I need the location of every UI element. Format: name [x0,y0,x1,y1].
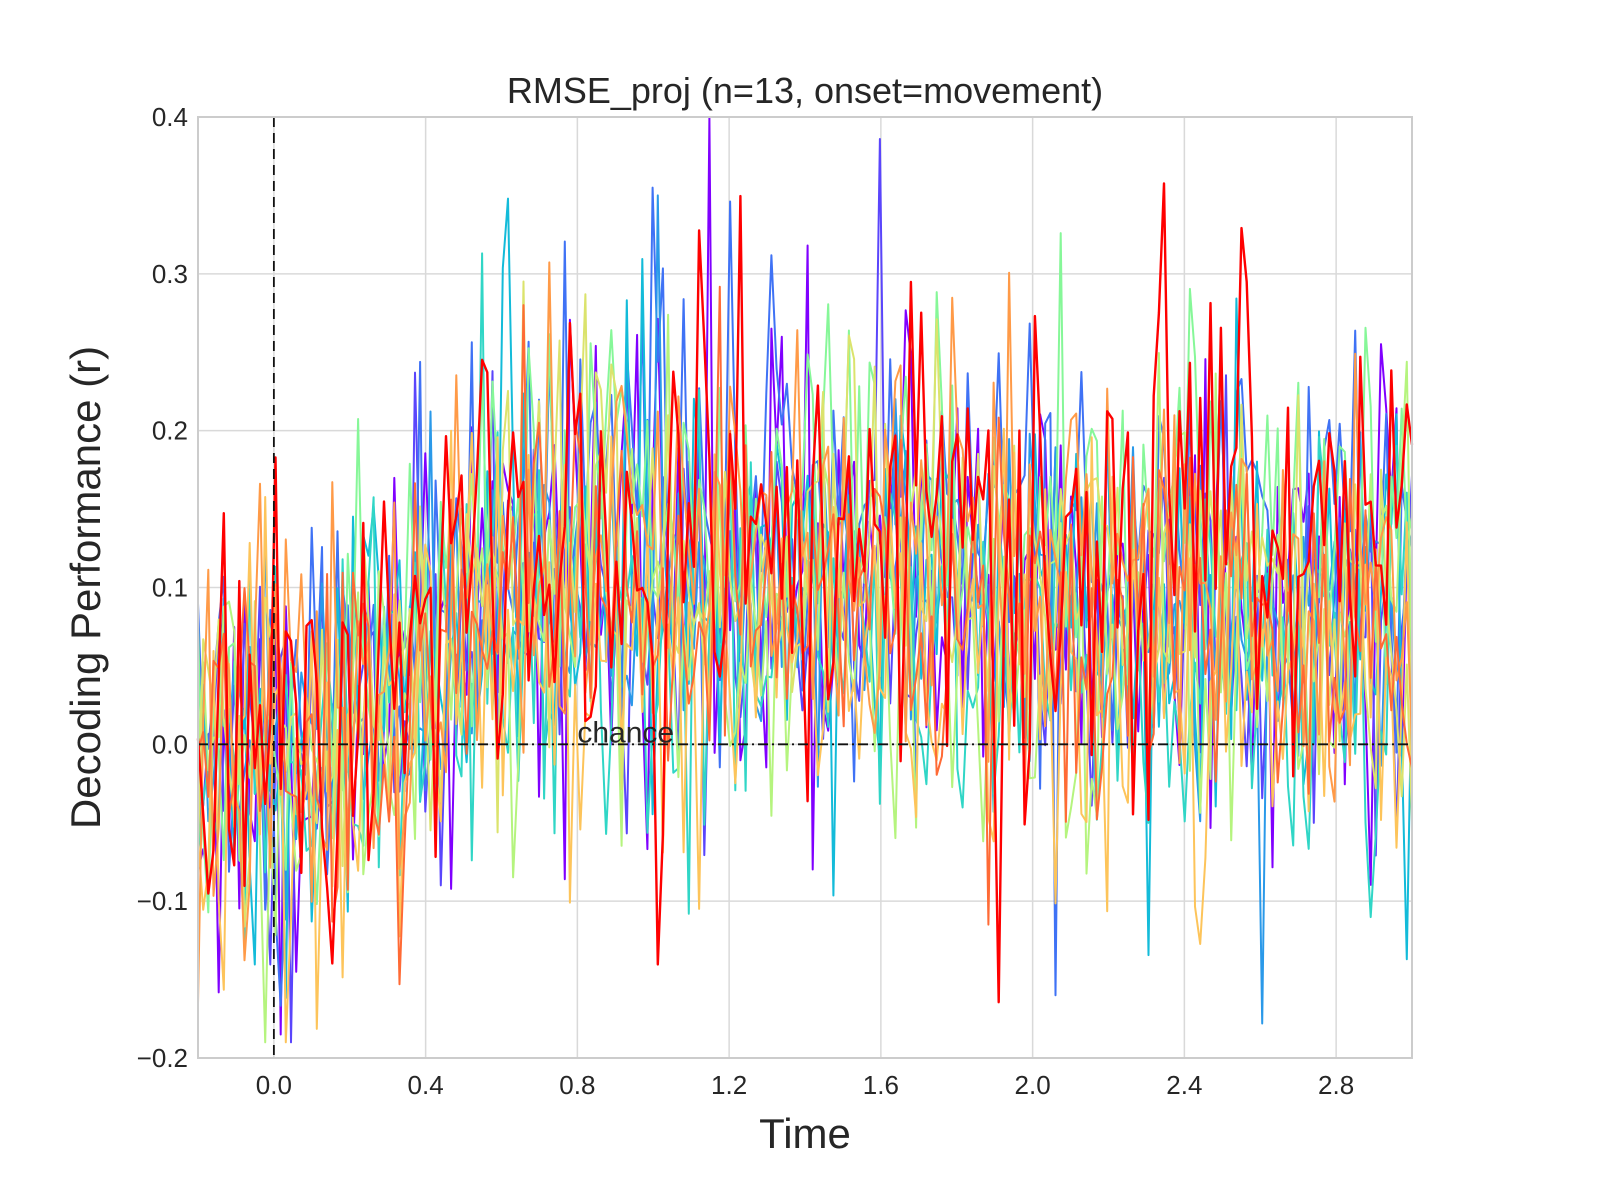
x-tick-label: 0.8 [559,1070,595,1100]
x-tick-label: 2.4 [1166,1070,1202,1100]
x-axis-ticks: 0.0 0.4 0.8 1.2 1.6 2.0 2.4 2.8 [256,1070,1354,1100]
y-tick-label: 0.4 [152,102,188,132]
y-axis-label: Decoding Performance (r) [62,346,109,829]
data-series-group [196,116,1414,1044]
y-axis-ticks: −0.2 −0.1 0.0 0.1 0.2 0.3 0.4 [137,102,188,1073]
y-tick-label: 0.1 [152,573,188,603]
reference-lines [198,117,1412,1058]
y-tick-label: −0.1 [137,886,188,916]
chart-title: RMSE_proj (n=13, onset=movement) [507,70,1103,111]
x-tick-label: 2.0 [1015,1070,1051,1100]
x-tick-label: 2.8 [1318,1070,1354,1100]
series-line [197,138,1413,1044]
x-tick-label: 1.6 [863,1070,899,1100]
x-axis-label: Time [759,1110,851,1157]
y-tick-label: 0.0 [152,729,188,759]
chance-annotation: chance [577,716,674,749]
series-line [197,427,1413,1044]
series-line [197,261,1413,1004]
plot-frame [197,116,1413,1059]
y-tick-label: −0.2 [137,1043,188,1073]
x-tick-label: 0.4 [408,1070,444,1100]
series-line [197,285,1413,986]
x-tick-label: 0.0 [256,1070,292,1100]
series-line [197,313,1413,1044]
x-tick-label: 1.2 [711,1070,747,1100]
y-tick-label: 0.3 [152,259,188,289]
series-line [196,182,1414,1004]
y-tick-label: 0.2 [152,416,188,446]
series-line [197,197,1413,999]
